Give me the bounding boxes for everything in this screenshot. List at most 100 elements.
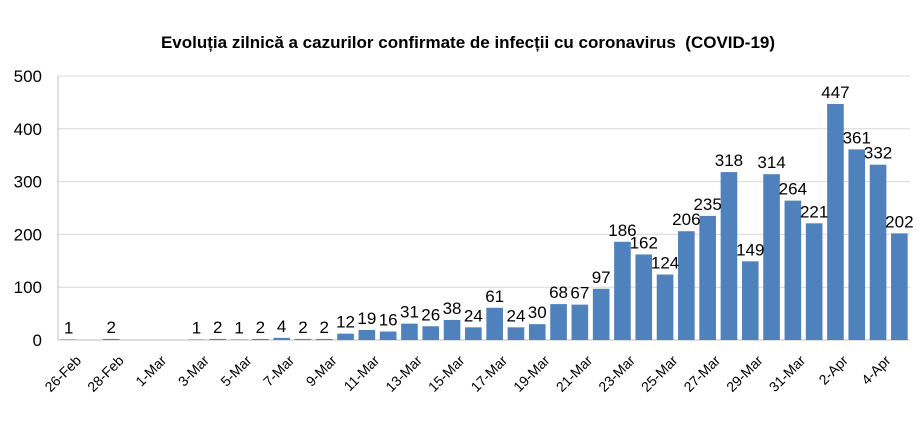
x-tick-label: 7-Mar <box>260 352 297 389</box>
data-label: 2 <box>320 318 329 337</box>
x-tick-label: 11-Mar <box>340 352 382 394</box>
bar-7-Mar <box>273 337 290 340</box>
bar-13-Mar <box>401 323 418 340</box>
bar-5-Apr <box>891 233 908 340</box>
bar-29-Mar <box>741 261 759 340</box>
bar-28-Mar <box>720 172 738 340</box>
bar-1-Apr <box>805 223 823 340</box>
data-label: 61 <box>485 287 504 306</box>
x-tick-label: 17-Mar <box>467 352 510 395</box>
data-label: 149 <box>736 240 764 259</box>
bar-23-Mar <box>614 241 631 340</box>
x-tick-label: 13-Mar <box>382 352 425 395</box>
bar-26-Mar <box>678 231 695 340</box>
data-label: 19 <box>357 309 376 328</box>
data-label: 2 <box>213 318 222 337</box>
bar-17-Mar <box>486 307 503 340</box>
bar-12-Mar <box>379 331 397 340</box>
bar-2-Apr <box>827 103 844 340</box>
bar-9-Mar <box>315 338 333 340</box>
x-tick-label: 19-Mar <box>510 352 553 395</box>
data-label: 318 <box>715 151 743 170</box>
bar-10-Mar <box>337 333 354 340</box>
bar-11-Mar <box>358 329 376 340</box>
bar-18-Mar <box>507 327 525 340</box>
y-tick-label: 100 <box>14 278 42 297</box>
bar-30-Mar <box>763 174 780 340</box>
y-tick-label: 0 <box>33 331 42 350</box>
bar-8-Mar <box>294 338 312 340</box>
bar-28-Feb <box>102 338 120 340</box>
x-tick-label: 27-Mar <box>680 352 723 395</box>
bar-27-Mar <box>699 215 716 340</box>
data-label: 4 <box>277 317 286 336</box>
bar-3-Apr <box>848 149 866 340</box>
data-label: 26 <box>421 305 440 324</box>
data-label: 68 <box>549 283 568 302</box>
y-tick-label: 400 <box>14 120 42 139</box>
data-label: 206 <box>672 210 700 229</box>
data-label: 30 <box>528 303 547 322</box>
bar-3-Mar <box>188 339 205 340</box>
bar-5-Mar <box>230 339 248 340</box>
x-tick-label: 5-Mar <box>217 352 254 389</box>
bar-24-Mar <box>635 254 653 340</box>
bar-16-Mar <box>465 327 482 340</box>
data-label: 202 <box>885 212 913 231</box>
bar-15-Mar <box>443 319 461 340</box>
data-label: 162 <box>630 233 658 252</box>
x-tick-label: 1-Mar <box>132 352 169 389</box>
data-label: 264 <box>779 180 807 199</box>
data-label: 361 <box>843 128 871 147</box>
data-label: 235 <box>693 195 721 214</box>
bar-25-Mar <box>656 274 674 340</box>
bar-4-Apr <box>869 164 887 340</box>
data-label: 124 <box>651 254 679 273</box>
data-label: 24 <box>464 306 483 325</box>
x-tick-label: 25-Mar <box>638 352 681 395</box>
x-tick-label: 9-Mar <box>303 352 340 389</box>
x-tick-label: 15-Mar <box>425 352 468 395</box>
bar-4-Mar <box>209 338 227 340</box>
bar-26-Feb <box>60 339 77 340</box>
x-tick-label: 4-Apr <box>858 352 894 388</box>
x-tick-label: 2-Apr <box>815 352 851 388</box>
data-label: 2 <box>256 318 265 337</box>
bar-21-Mar <box>571 304 589 340</box>
data-label: 2 <box>107 318 116 337</box>
data-label: 447 <box>821 83 849 102</box>
bar-14-Mar <box>422 326 440 340</box>
x-tick-label: 3-Mar <box>175 352 212 389</box>
x-tick-label: 21-Mar <box>553 352 596 395</box>
data-label: 186 <box>608 221 636 240</box>
x-tick-label: 28-Feb <box>84 352 127 395</box>
bar-19-Mar <box>528 324 546 340</box>
x-tick-label: 26-Feb <box>41 352 84 395</box>
y-tick-label: 300 <box>14 173 42 192</box>
data-label: 1 <box>234 318 243 337</box>
data-label: 16 <box>379 311 398 330</box>
x-tick-label: 23-Mar <box>595 352 638 395</box>
data-label: 2 <box>298 318 307 337</box>
x-tick-label: 29-Mar <box>723 352 766 395</box>
data-label: 12 <box>336 313 355 332</box>
data-label: 24 <box>506 306 525 325</box>
bar-20-Mar <box>550 304 567 340</box>
bar-6-Mar <box>252 338 269 340</box>
x-tick-label: 31-Mar <box>766 352 809 395</box>
data-label: 31 <box>400 303 419 322</box>
bar-22-Mar <box>592 288 610 340</box>
bar-31-Mar <box>784 200 802 340</box>
data-label: 314 <box>757 153 785 172</box>
data-label: 1 <box>192 318 201 337</box>
chart-title: Evoluția zilnică a cazurilor confirmate … <box>161 33 775 52</box>
data-label: 67 <box>570 284 589 303</box>
y-tick-label: 200 <box>14 225 42 244</box>
data-label: 1 <box>64 318 73 337</box>
data-label: 97 <box>592 268 611 287</box>
y-tick-label: 500 <box>14 67 42 86</box>
data-label: 38 <box>443 299 462 318</box>
data-label: 332 <box>864 144 892 163</box>
data-label: 221 <box>800 202 828 221</box>
